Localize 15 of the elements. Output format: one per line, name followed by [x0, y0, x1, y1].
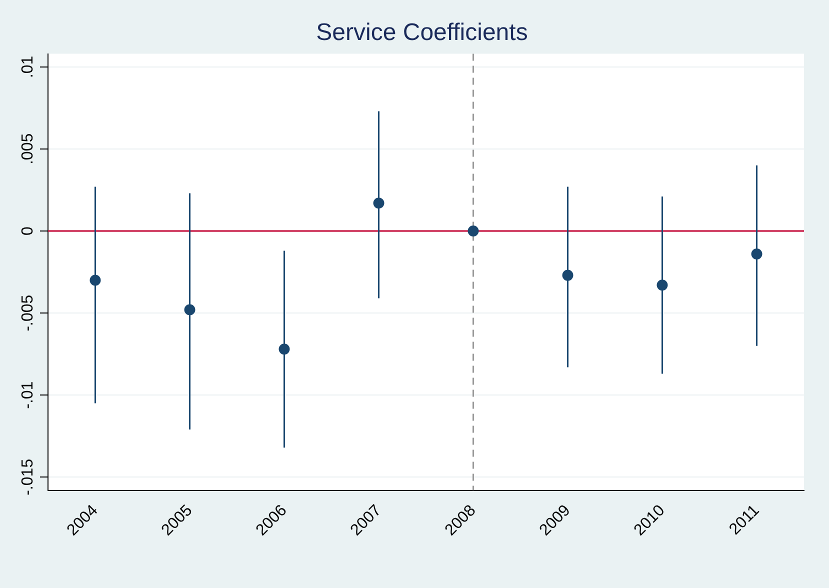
point	[373, 198, 384, 209]
y-tick-label: -.01	[19, 381, 36, 409]
point	[562, 270, 574, 281]
point	[184, 304, 196, 316]
y-tick-label: .01	[19, 56, 36, 78]
point	[278, 344, 290, 355]
y-tick-label: 0	[19, 226, 36, 236]
point	[468, 226, 479, 237]
point	[751, 248, 762, 260]
y-tick-label: .005	[19, 133, 36, 165]
chart-title: Service Coefficients	[316, 19, 528, 46]
y-tick-label: -.015	[19, 458, 36, 496]
point	[90, 274, 101, 286]
point	[656, 280, 668, 291]
y-tick-label: -.005	[19, 294, 36, 332]
